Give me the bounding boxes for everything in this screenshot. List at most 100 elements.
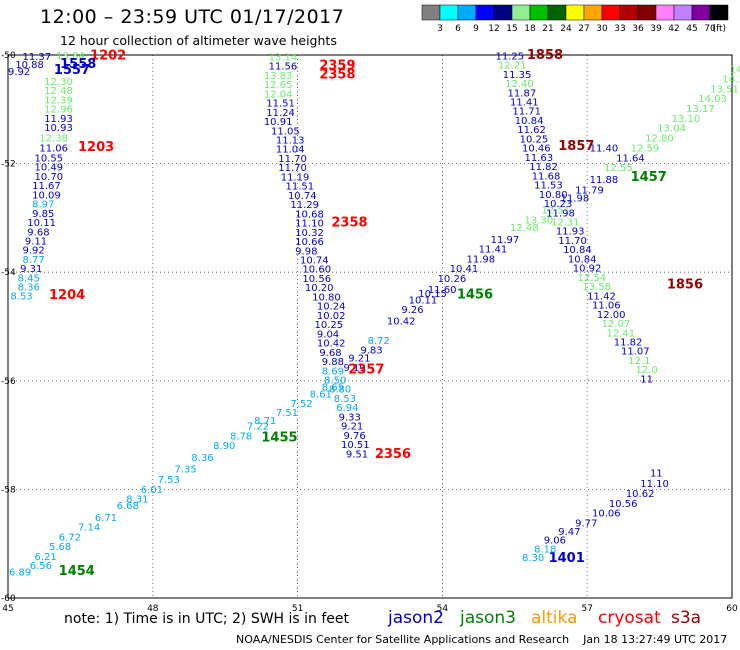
wave-height-label: 11.56 xyxy=(269,62,298,73)
wave-height-label: 9.88 xyxy=(322,357,344,368)
colorbar-tick-label: 3 xyxy=(437,24,443,34)
wave-height-label: 5.68 xyxy=(49,542,71,553)
wave-height-label: 9.06 xyxy=(544,536,566,547)
x-tick-label: 51 xyxy=(292,604,303,614)
colorbar-tick-label: 21 xyxy=(542,24,553,34)
wave-height-label: 6.71 xyxy=(95,513,117,524)
wave-height-label: 8.90 xyxy=(213,441,235,452)
wave-height-label: 11.10 xyxy=(640,479,669,490)
wave-height-label: 12.96 xyxy=(44,105,73,116)
wave-height-label: 13.83 xyxy=(264,71,293,82)
wave-height-label: 10.25 xyxy=(314,320,343,331)
wave-height-label: 8.61 xyxy=(310,390,332,401)
wave-height-label: 10.91 xyxy=(264,117,293,128)
pass-time-label: 1857 xyxy=(558,139,594,154)
wave-height-label: 10.41 xyxy=(450,264,479,275)
wave-height-label: 8.36 xyxy=(18,283,40,294)
wave-height-label: 9.21 xyxy=(341,422,363,433)
wave-height-label: 8.53 xyxy=(10,291,32,302)
wave-height-label: 8.50 xyxy=(324,376,346,387)
colorbar-tick-label: 9 xyxy=(473,24,479,34)
wave-height-label: 10.84 xyxy=(515,116,544,127)
wave-height-label: 14.3 xyxy=(722,75,740,86)
colorbar-swatch xyxy=(619,4,639,21)
colorbar-swatch xyxy=(457,4,477,21)
wave-height-label: 12.40 xyxy=(505,79,534,90)
wave-height-label: 9.83 xyxy=(360,346,382,357)
pass-time-label: 2358 xyxy=(319,67,355,82)
wave-height-label: 13.04 xyxy=(657,124,686,135)
colorbar-swatch xyxy=(511,4,531,21)
colorbar-swatch xyxy=(709,4,729,21)
wave-height-label: 10.09 xyxy=(32,190,61,201)
colorbar-swatch xyxy=(655,4,675,21)
colorbar-tick-label: 45 xyxy=(686,24,697,34)
wave-height-label: 11.04 xyxy=(276,145,305,156)
units-note: note: 1) Time is in UTC; 2) SWH is in fe… xyxy=(64,611,350,627)
y-tick-label: -54 xyxy=(1,268,16,278)
legend-cryosat: cryosat xyxy=(598,608,661,628)
chart-subtitle: 12 hour collection of altimeter wave hei… xyxy=(60,33,337,48)
wave-height-label: 11.63 xyxy=(524,153,553,164)
wave-height-label: 10.23 xyxy=(544,199,573,210)
colorbar-tick-label: 30 xyxy=(596,24,608,34)
wave-height-label: 10.11 xyxy=(409,296,438,307)
wave-height-label: 8.72 xyxy=(368,336,390,347)
wave-height-label: 12.21 xyxy=(498,61,527,72)
wave-height-label: 9.51 xyxy=(346,449,368,460)
wave-height-label: 9.33 xyxy=(339,412,361,423)
wave-height-label: 8.78 xyxy=(230,431,252,442)
wave-height-label: 10.25 xyxy=(520,134,549,145)
wave-height-label: 9.04 xyxy=(317,329,339,340)
pass-time-label: 1455 xyxy=(261,431,297,446)
colorbar-tick-label: 36 xyxy=(632,24,644,34)
wave-height-label: 11.82 xyxy=(614,338,643,349)
wave-height-label: 10.60 xyxy=(302,265,331,276)
wave-height-label: 6.56 xyxy=(30,561,52,572)
pass-time-label: 1557 xyxy=(54,63,90,78)
wave-height-label: 8.77 xyxy=(22,255,44,266)
wave-height-label: 12.65 xyxy=(264,80,293,91)
wave-height-label: 10.46 xyxy=(522,144,551,155)
wave-height-label: 12.04 xyxy=(264,89,293,100)
wave-height-label: 10.49 xyxy=(35,163,64,174)
colorbar-swatch xyxy=(691,4,711,21)
wave-height-label: 12.41 xyxy=(607,328,636,339)
wave-height-label: 11.98 xyxy=(561,194,590,205)
wave-height-label: 12.07 xyxy=(602,319,631,330)
colorbar-swatch xyxy=(547,4,567,21)
wave-height-label: 14 xyxy=(730,65,740,76)
wave-height-label: 10.42 xyxy=(387,316,416,327)
wave-height-label: 10.88 xyxy=(15,60,44,71)
wave-height-label: 11.06 xyxy=(39,144,68,155)
pass-time-label: 1401 xyxy=(549,551,585,566)
colorbar-tick-label: 18 xyxy=(524,24,536,34)
plot-grid xyxy=(8,55,732,598)
wave-height-label: 13.17 xyxy=(686,104,715,115)
wave-height-label: 10.15 xyxy=(418,289,447,300)
wave-height-label: 7.35 xyxy=(175,465,197,476)
wave-height-label: 9.26 xyxy=(401,305,423,316)
wave-height-label: 12.48 xyxy=(44,86,73,97)
y-tick-label: -60 xyxy=(1,594,16,604)
plot-frame xyxy=(7,54,733,599)
wave-height-label: 10.74 xyxy=(288,191,317,202)
wave-height-label: 9.11 xyxy=(25,237,47,248)
wave-height-label: 12.31 xyxy=(551,218,580,229)
colorbar-tick-label: 12 xyxy=(488,24,499,34)
color-scale-legend: 3 6 9 12 15 18 21 24 27 30 33 36 39 42 45 70(ft) xyxy=(421,4,729,34)
wave-height-label: 11.51 xyxy=(266,99,295,110)
wave-height-label: 11.68 xyxy=(532,171,561,182)
wave-height-label: 7.52 xyxy=(290,399,312,410)
colorbar-tick-label: 42 xyxy=(668,24,679,34)
wave-height-label: 11.42 xyxy=(587,291,616,302)
wave-height-label: 13.14 xyxy=(269,52,298,63)
pass-time-label: 2359 xyxy=(319,59,355,74)
wave-height-label: 14.03 xyxy=(698,94,727,105)
pass-time-label: 1856 xyxy=(667,277,703,292)
wave-height-label: 8.18 xyxy=(534,544,556,555)
wave-height-label: 11.79 xyxy=(575,185,604,196)
wave-height-label: 6.94 xyxy=(336,403,358,414)
wave-height-label: 11.88 xyxy=(590,175,619,186)
